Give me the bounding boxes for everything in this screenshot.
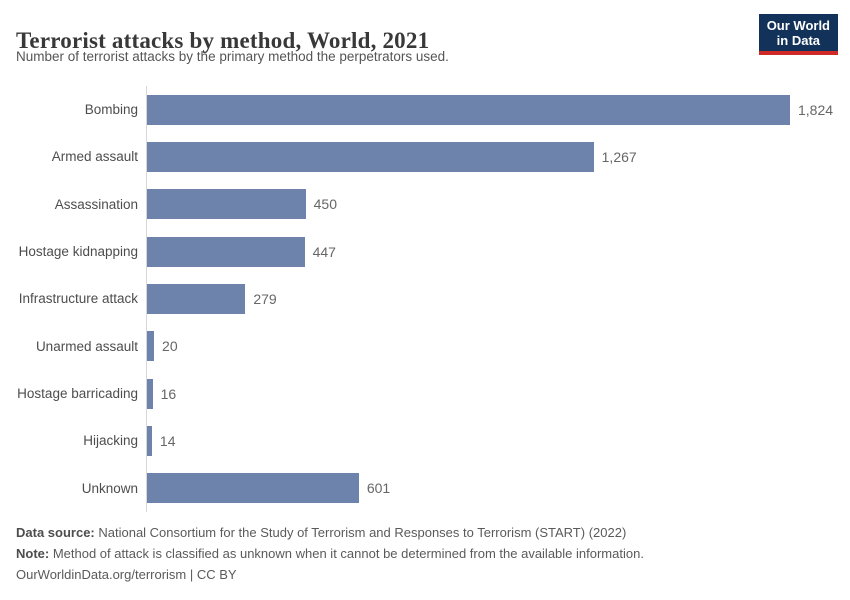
chart-row: Unknown 601 xyxy=(16,465,834,512)
bar-area: 20 xyxy=(147,331,834,362)
bar-chart: Bombing 1,824 Armed assault 1,267 Assassinat… xyxy=(16,86,834,512)
value-label: 450 xyxy=(313,196,337,213)
bar[interactable] xyxy=(147,94,790,125)
bar[interactable] xyxy=(147,473,359,504)
bar-area: 14 xyxy=(147,425,834,456)
bar-area: 601 xyxy=(147,473,834,504)
y-axis-line xyxy=(146,86,147,512)
owid-logo: Our World in Data xyxy=(758,14,838,55)
value-label: 20 xyxy=(162,338,178,355)
bar[interactable] xyxy=(147,141,594,172)
owid-logo-line2: in Data xyxy=(776,33,821,48)
chart-footer: Data source: National Consortium for the… xyxy=(16,522,834,585)
owid-logo-line1: Our World xyxy=(766,18,830,33)
bar[interactable] xyxy=(147,283,246,314)
bar-area: 279 xyxy=(147,283,834,314)
bar[interactable] xyxy=(147,331,155,362)
note-text: Method of attack is classified as unknow… xyxy=(49,546,644,561)
page-subtitle: Number of terrorist attacks by the prima… xyxy=(16,49,449,64)
bar[interactable] xyxy=(147,425,152,456)
value-label: 447 xyxy=(312,243,336,260)
bar-area: 1,267 xyxy=(147,141,834,172)
note-line: Note: Method of attack is classified as … xyxy=(16,543,834,564)
category-label: Bombing xyxy=(84,102,138,118)
category-label: Hostage kidnapping xyxy=(18,244,138,260)
bar-area: 16 xyxy=(147,378,834,409)
chart-row: Assassination 450 xyxy=(16,181,834,228)
chart-row: Armed assault 1,267 xyxy=(16,133,834,180)
category-label: Armed assault xyxy=(51,149,138,165)
chart-row: Hijacking 14 xyxy=(16,417,834,464)
value-label: 14 xyxy=(159,432,176,449)
page-title: Terrorist attacks by method, World, 2021 xyxy=(16,28,430,54)
category-label: Hostage barricading xyxy=(17,386,138,402)
category-label: Infrastructure attack xyxy=(18,291,138,307)
bar-area: 447 xyxy=(147,236,834,267)
chart-row: Bombing 1,824 xyxy=(16,86,834,133)
bar-area: 450 xyxy=(147,189,834,220)
category-label: Assassination xyxy=(54,196,138,212)
value-label: 16 xyxy=(160,385,177,402)
value-label: 601 xyxy=(366,480,391,497)
chart-row: Hostage kidnapping 447 xyxy=(16,228,834,275)
data-source-line: Data source: National Consortium for the… xyxy=(16,522,834,543)
bar-area: 1,824 xyxy=(147,94,834,125)
bar[interactable] xyxy=(147,236,305,267)
chart-row: Infrastructure attack 279 xyxy=(16,275,834,322)
value-label: 1,824 xyxy=(798,101,834,118)
chart-row: Hostage barricading 16 xyxy=(16,370,834,417)
data-source-label: Data source: xyxy=(16,525,95,540)
bar[interactable] xyxy=(147,189,306,220)
bar[interactable] xyxy=(147,378,153,409)
value-label: 1,267 xyxy=(601,148,637,165)
value-label: 279 xyxy=(253,290,277,307)
attribution-line[interactable]: OurWorldinData.org/terrorism | CC BY xyxy=(16,567,237,582)
category-label: Hijacking xyxy=(83,433,138,449)
note-label: Note: xyxy=(16,546,50,561)
chart-row: Unarmed assault 20 xyxy=(16,323,834,370)
chart-rows: Bombing 1,824 Armed assault 1,267 Assassinat… xyxy=(16,86,834,512)
data-source-text: National Consortium for the Study of Ter… xyxy=(94,525,627,540)
category-label: Unknown xyxy=(81,480,138,496)
category-label: Unarmed assault xyxy=(35,338,138,354)
